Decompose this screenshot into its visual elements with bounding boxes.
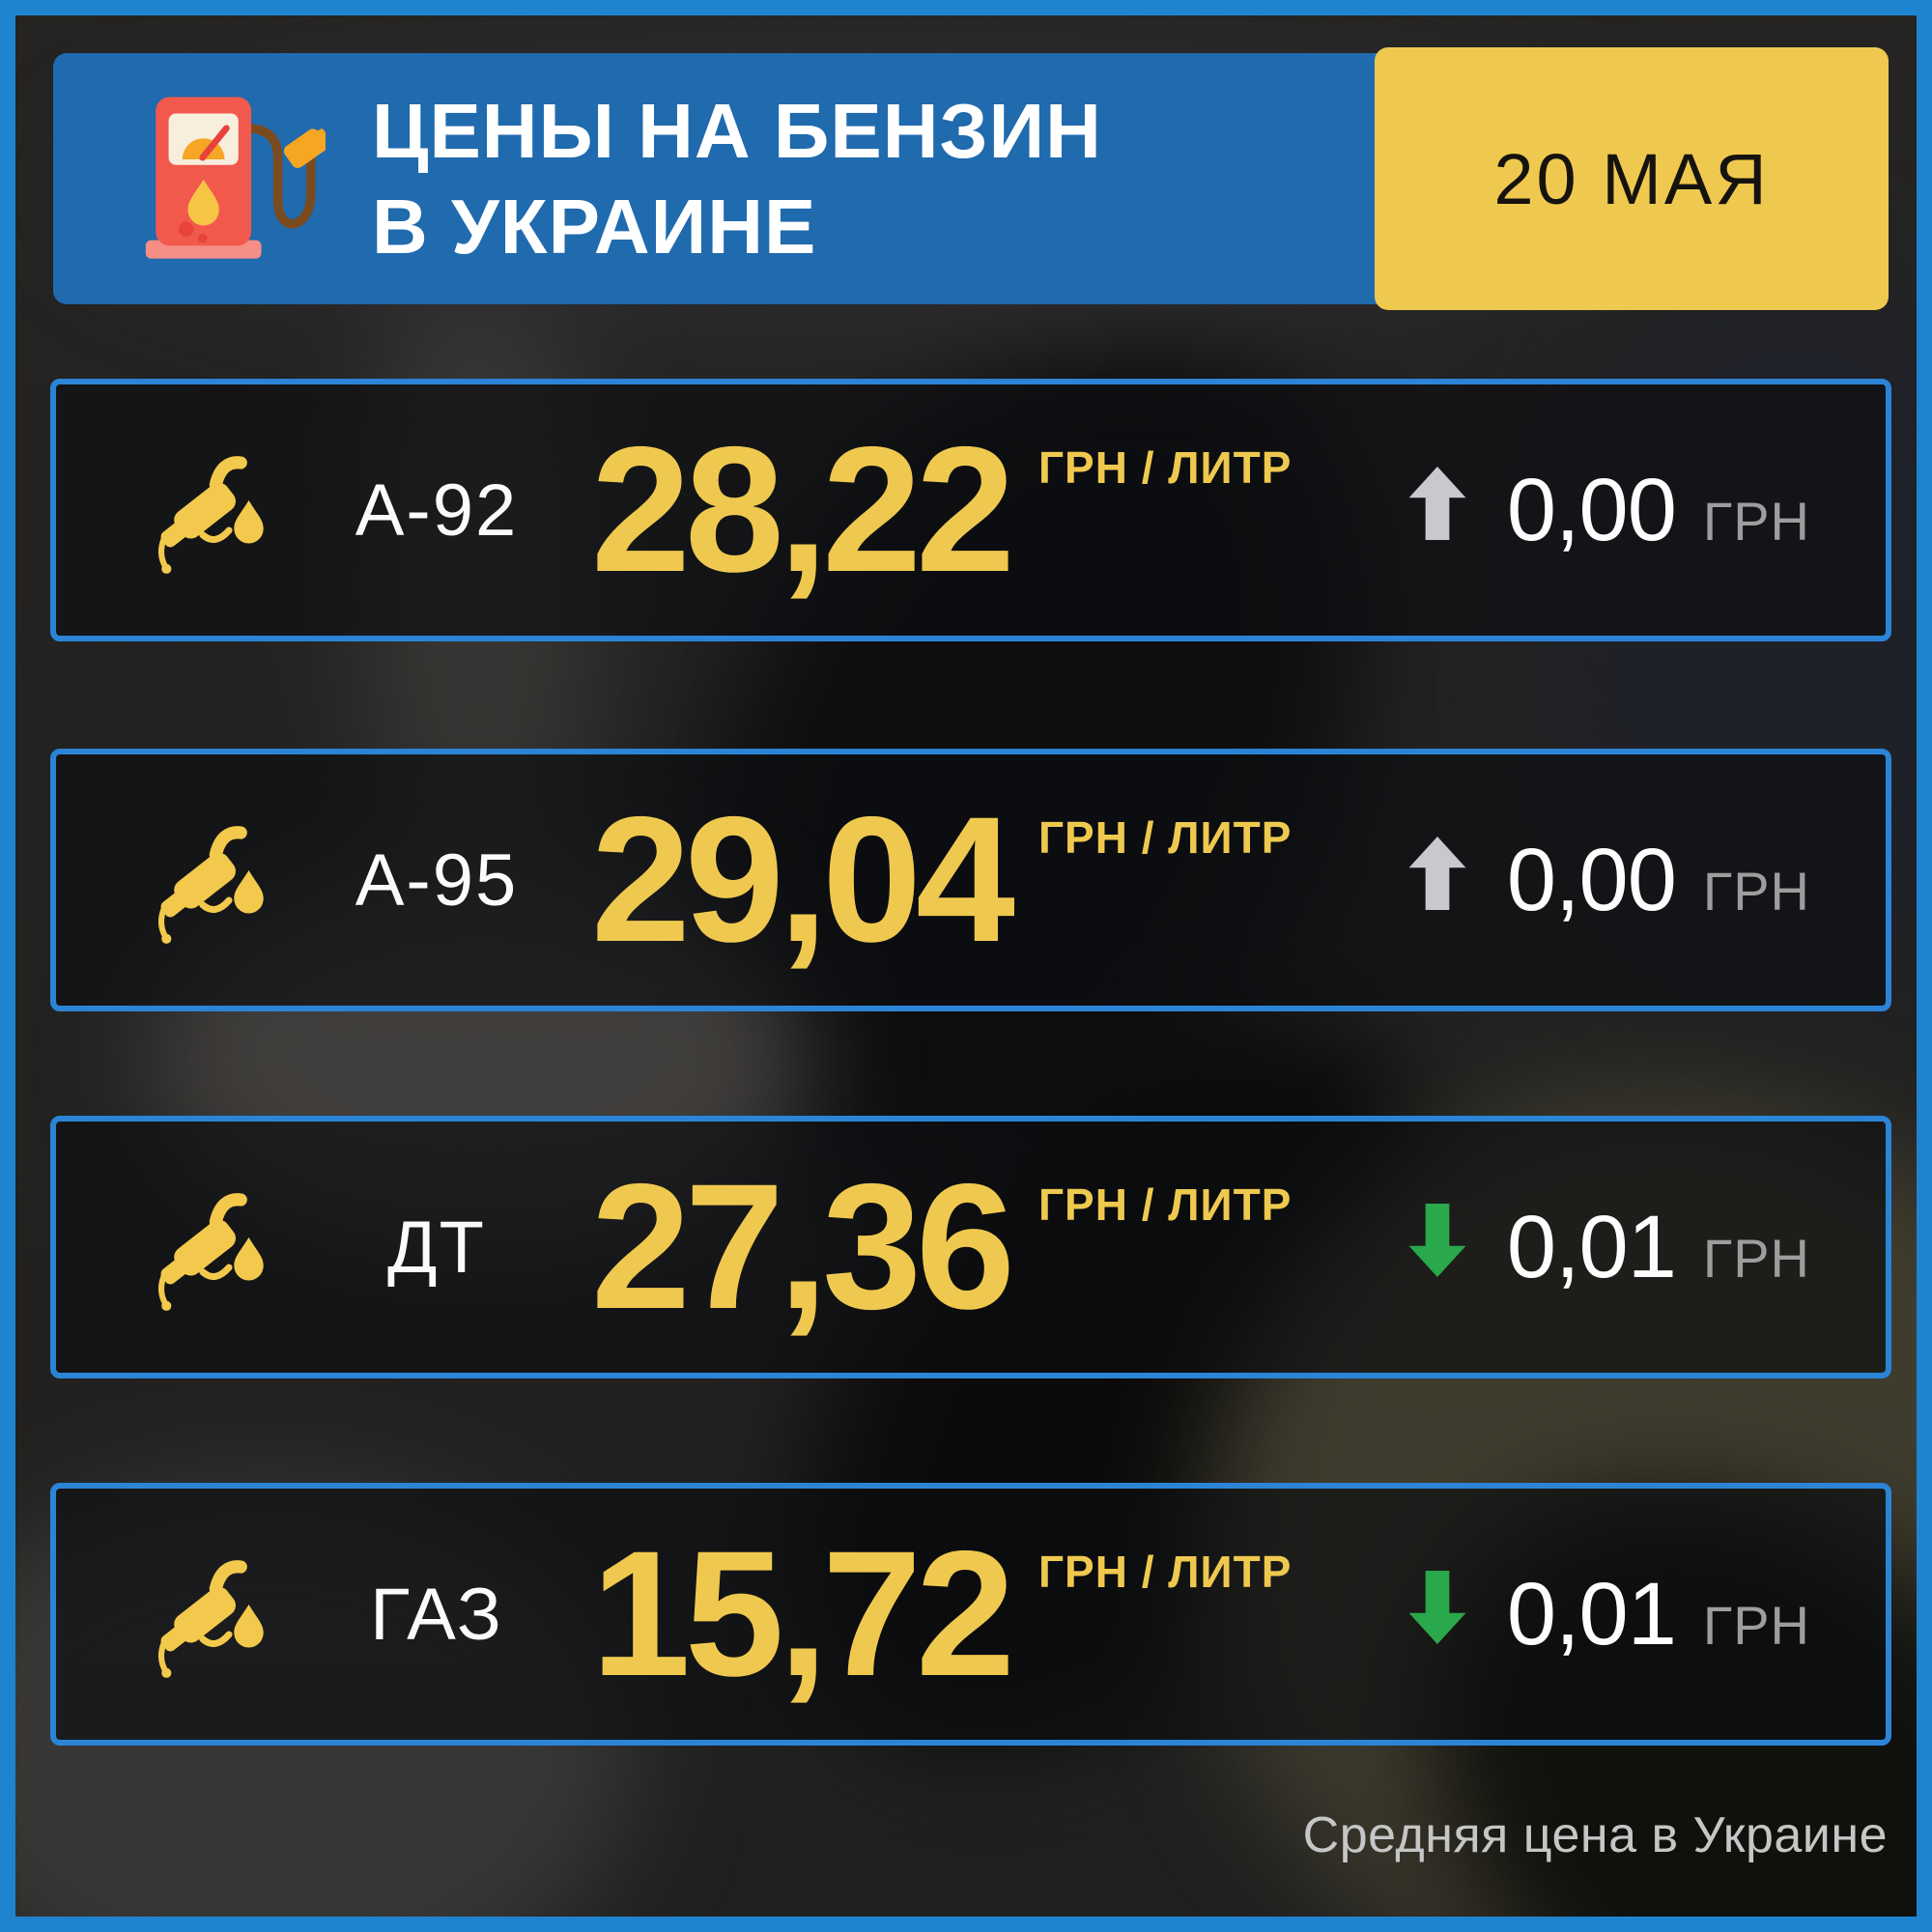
header-title-bar: ЦЕНЫ НА БЕНЗИН В УКРАИНЕ: [53, 53, 1388, 304]
price-group: 28,22 ГРН / ЛИТР: [591, 411, 1293, 610]
price-unit-label: ГРН / ЛИТР: [1037, 1547, 1293, 1597]
fuel-type-label: А-92: [355, 469, 519, 552]
fuel-type-label: ДТ: [387, 1206, 486, 1289]
fuel-nozzle-icon: [157, 456, 264, 574]
change-unit-label: ГРН: [1702, 860, 1810, 922]
date-badge: 20 МАЯ: [1375, 47, 1889, 310]
price-value: 27,36: [591, 1148, 1015, 1347]
price-unit-label: ГРН / ЛИТР: [1037, 442, 1293, 493]
price-change-group: 0,01 ГРН: [1408, 1564, 1810, 1665]
change-arrow-icon: [1408, 836, 1466, 910]
title-line-1: ЦЕНЫ НА БЕНЗИН: [372, 88, 1102, 174]
fuel-price-row: ДТ 27,36 ГРН / ЛИТР 0,01 ГРН: [50, 1116, 1891, 1378]
change-unit-label: ГРН: [1702, 1227, 1810, 1289]
price-value: 28,22: [591, 411, 1015, 610]
fuel-price-row: А-92 28,22 ГРН / ЛИТР 0,00 ГРН: [50, 379, 1891, 641]
change-value: 0,01: [1506, 1564, 1677, 1663]
change-value: 0,01: [1506, 1197, 1677, 1296]
fuel-pump-icon: [145, 97, 326, 259]
price-group: 29,04 ГРН / ЛИТР: [591, 781, 1293, 980]
fuel-type-label: А-95: [355, 838, 519, 922]
fuel-price-row: А-95 29,04 ГРН / ЛИТР 0,00 ГРН: [50, 749, 1891, 1011]
change-unit-label: ГРН: [1702, 1594, 1810, 1656]
fuel-type-label: ГАЗ: [370, 1573, 503, 1656]
change-value: 0,00: [1506, 830, 1677, 929]
header: ЦЕНЫ НА БЕНЗИН В УКРАИНЕ 20 МАЯ: [53, 47, 1889, 310]
price-unit-label: ГРН / ЛИТР: [1037, 812, 1293, 863]
change-value: 0,00: [1506, 460, 1677, 559]
price-group: 15,72 ГРН / ЛИТР: [591, 1515, 1293, 1714]
price-change-group: 0,01 ГРН: [1408, 1197, 1810, 1298]
fuel-nozzle-icon: [157, 1560, 264, 1678]
price-value: 15,72: [591, 1515, 1015, 1714]
fuel-nozzle-icon: [157, 1193, 264, 1311]
change-arrow-icon: [1408, 466, 1466, 540]
price-value: 29,04: [591, 781, 1015, 980]
date-label: 20 МАЯ: [1493, 138, 1770, 219]
title-line-2: В УКРАИНЕ: [372, 184, 817, 270]
price-group: 27,36 ГРН / ЛИТР: [591, 1148, 1293, 1347]
infographic-background: ЦЕНЫ НА БЕНЗИН В УКРАИНЕ 20 МАЯ А-92 28,…: [15, 15, 1917, 1917]
fuel-price-row: ГАЗ 15,72 ГРН / ЛИТР 0,01 ГРН: [50, 1483, 1891, 1746]
change-arrow-icon: [1408, 1203, 1466, 1277]
change-unit-label: ГРН: [1702, 490, 1810, 552]
change-arrow-icon: [1408, 1570, 1466, 1644]
fuel-nozzle-icon: [157, 826, 264, 944]
price-change-group: 0,00 ГРН: [1408, 460, 1810, 561]
page-title: ЦЕНЫ НА БЕНЗИН В УКРАИНЕ: [372, 83, 1102, 274]
footer-note: Средняя цена в Украине: [1302, 1807, 1888, 1863]
price-unit-label: ГРН / ЛИТР: [1037, 1179, 1293, 1230]
price-change-group: 0,00 ГРН: [1408, 830, 1810, 931]
